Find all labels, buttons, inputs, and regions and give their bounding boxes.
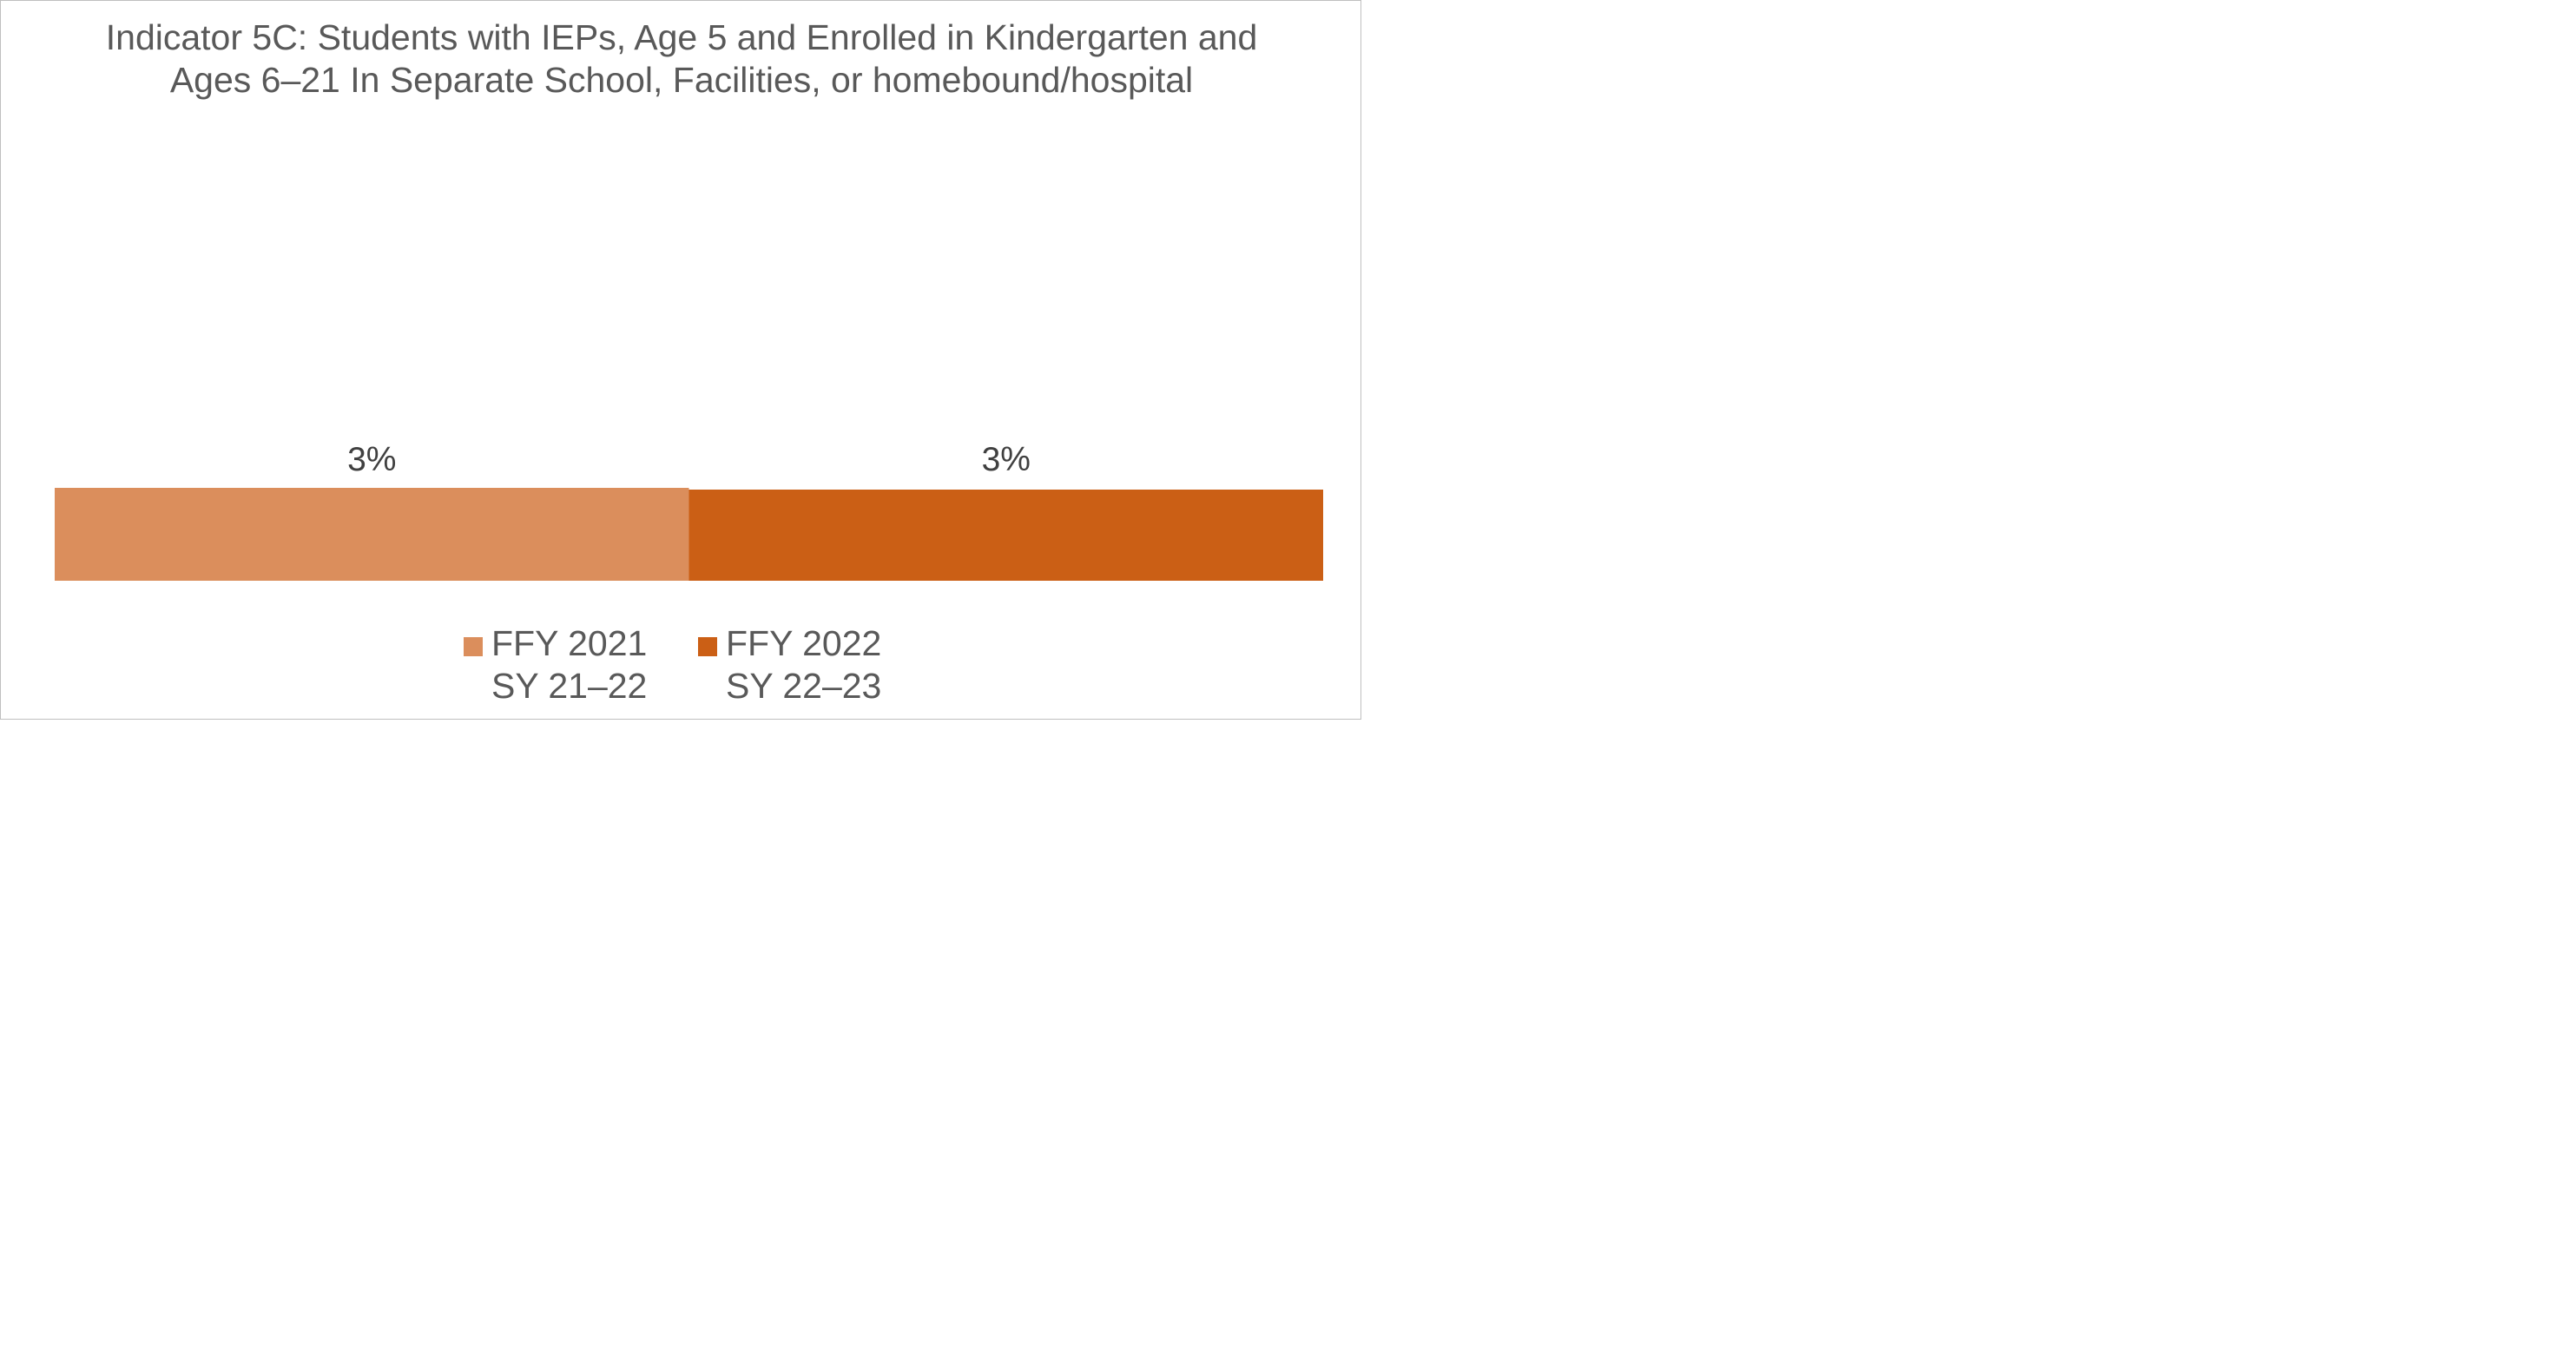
- chart-legend: FFY 2021 SY 21–22 FFY 2022 SY 22–23: [1, 622, 1362, 707]
- chart-plot-area: 3% 3%: [55, 441, 1323, 581]
- legend-label-line: SY 21–22: [491, 666, 648, 706]
- chart-frame: Indicator 5C: Students with IEPs, Age 5 …: [0, 0, 1361, 720]
- data-label-ffy-2022: 3%: [982, 441, 1031, 478]
- legend-label-ffy-2021: FFY 2021 SY 21–22: [491, 622, 665, 707]
- legend-label-line: FFY 2021: [491, 623, 648, 663]
- legend-label-line: SY 22–23: [726, 666, 882, 706]
- legend-item-ffy-2021: FFY 2021 SY 21–22: [464, 622, 665, 707]
- chart-title: Indicator 5C: Students with IEPs, Age 5 …: [105, 17, 1258, 100]
- legend-swatch-ffy-2021: [464, 637, 483, 656]
- legend-swatch-ffy-2022: [698, 637, 717, 656]
- data-label-ffy-2021: 3%: [347, 441, 396, 478]
- bar-segment-ffy-2021: [55, 488, 689, 581]
- legend-item-ffy-2022: FFY 2022 SY 22–23: [698, 622, 899, 707]
- bar-segment-ffy-2022: [688, 490, 1323, 581]
- legend-label-line: FFY 2022: [726, 623, 882, 663]
- legend-label-ffy-2022: FFY 2022 SY 22–23: [726, 622, 899, 707]
